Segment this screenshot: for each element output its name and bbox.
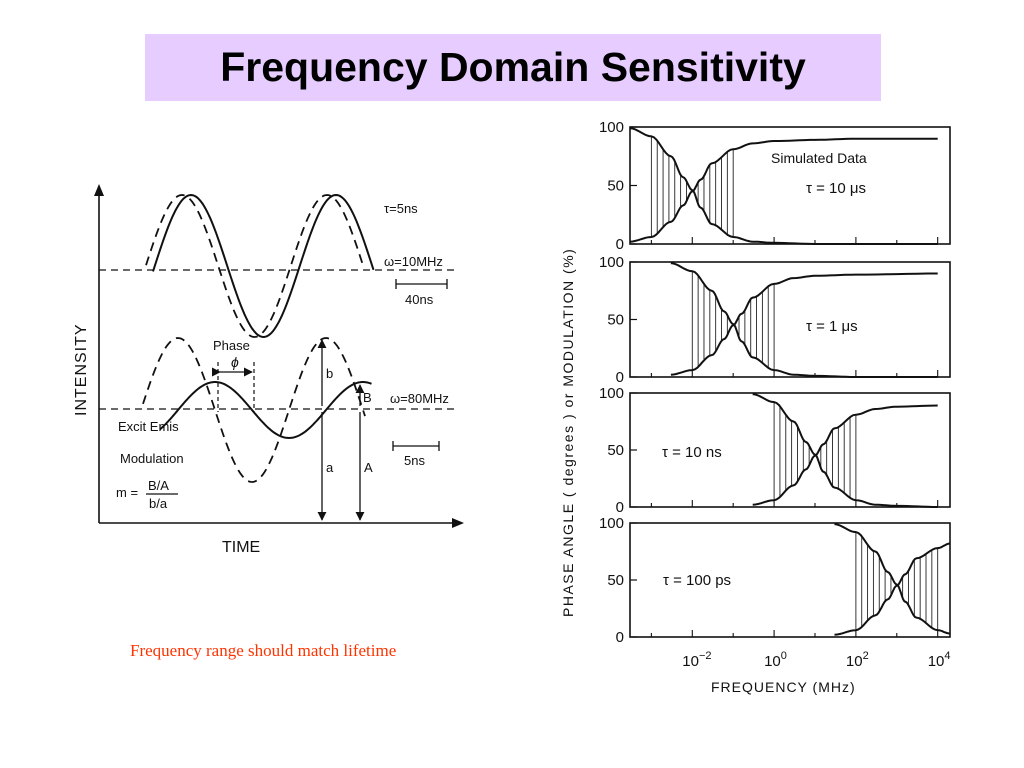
y-tick-label: 50 (607, 572, 624, 589)
tau-label: τ=5ns (384, 201, 418, 216)
x-tick-label: 10−2 (682, 650, 711, 670)
phase-curve (670, 272, 938, 376)
y-tick-label: 50 (607, 178, 624, 195)
y-tick-label: 0 (616, 369, 624, 386)
phase-curve (629, 137, 938, 243)
modulation-curve (670, 262, 938, 378)
excit-emis-label: Excit Emis (118, 419, 179, 434)
x-tick-label: 100 (764, 650, 787, 670)
x-tick-label: 104 (928, 650, 951, 670)
m-numerator: B/A (148, 478, 169, 493)
intensity-axis-label: INTENSITY (73, 323, 90, 416)
modulation-label: Modulation (120, 451, 184, 466)
scale-40ns-label: 40ns (405, 292, 434, 307)
left-x-axis-arrow (452, 518, 464, 528)
a-label: a (326, 460, 334, 475)
tau-panel-label: τ = 100 ps (663, 572, 731, 589)
tau-panel-label: τ = 1 μs (806, 318, 858, 335)
m-prefix: m = (116, 485, 138, 500)
y-tick-label: 50 (607, 442, 624, 459)
modulation-curve (752, 393, 938, 508)
modulation-curve (629, 127, 938, 245)
y-tick-label: 0 (616, 236, 624, 253)
emission-wave-80mhz (159, 381, 372, 440)
omega-80mhz-label: ω=80MHz (390, 391, 449, 406)
x-tick-label: 102 (846, 650, 869, 670)
phase-curve (752, 404, 938, 506)
tau-panel-label: τ = 10 ns (662, 444, 722, 461)
time-axis-label: TIME (222, 539, 260, 556)
right-x-axis-label: FREQUENCY (MHz) (711, 679, 856, 695)
panel-1: 100 50 0 τ = 10 μs (599, 119, 951, 253)
phi-symbol: ϕ (231, 354, 239, 370)
x-tick-labels: 10−2 100 102 104 (682, 650, 950, 670)
y-tick-label: 100 (599, 119, 624, 136)
y-tick-label: 0 (616, 499, 624, 516)
omega-10mhz-label: ω=10MHz (384, 254, 443, 269)
panels-layer: 100 50 0 τ = 10 μs 100 50 0 τ = 1 μs 100 50 0 τ = 1… (599, 119, 951, 646)
panel-4: 100 50 0 τ = 100 ps (599, 515, 951, 646)
excitation-wave-80mhz (142, 337, 366, 483)
right-chart: PHASE ANGLE ( degrees ) or MODULATION (%… (560, 119, 951, 695)
left-y-axis-arrow (94, 184, 104, 196)
phase-label: Phase (213, 338, 250, 353)
y-tick-label: 100 (599, 254, 624, 271)
excitation-wave-10mhz (145, 194, 365, 338)
scale-5ns-label: 5ns (404, 453, 425, 468)
left-diagram: INTENSITY TIME τ=5ns ω=10MHz ω=80MHz 40n… (73, 184, 464, 556)
simulated-data-label: Simulated Data (771, 150, 867, 166)
panel-2: 100 50 0 τ = 1 μs (599, 254, 951, 386)
y-tick-label: 100 (599, 385, 624, 402)
y-tick-label: 100 (599, 515, 624, 532)
slide-title: Frequency Domain Sensitivity (220, 44, 806, 90)
phase-curve (834, 542, 951, 636)
panel-frame (629, 126, 951, 245)
A-label: A (364, 460, 373, 475)
emission-wave-10mhz (152, 193, 375, 339)
right-y-axis-label: PHASE ANGLE ( degrees ) or MODULATION (%… (560, 248, 576, 617)
panel-3: 100 50 0 τ = 10 ns (599, 385, 951, 516)
B-label: B (363, 390, 372, 405)
tau-panel-label: τ = 10 μs (806, 180, 866, 197)
b-label: b (326, 366, 333, 381)
title-banner: Frequency Domain Sensitivity (145, 34, 881, 101)
caption-text: Frequency range should match lifetime (130, 641, 397, 660)
m-denominator: b/a (149, 496, 168, 511)
y-tick-label: 0 (616, 629, 624, 646)
y-tick-label: 50 (607, 312, 624, 329)
modulation-curve (834, 523, 951, 635)
